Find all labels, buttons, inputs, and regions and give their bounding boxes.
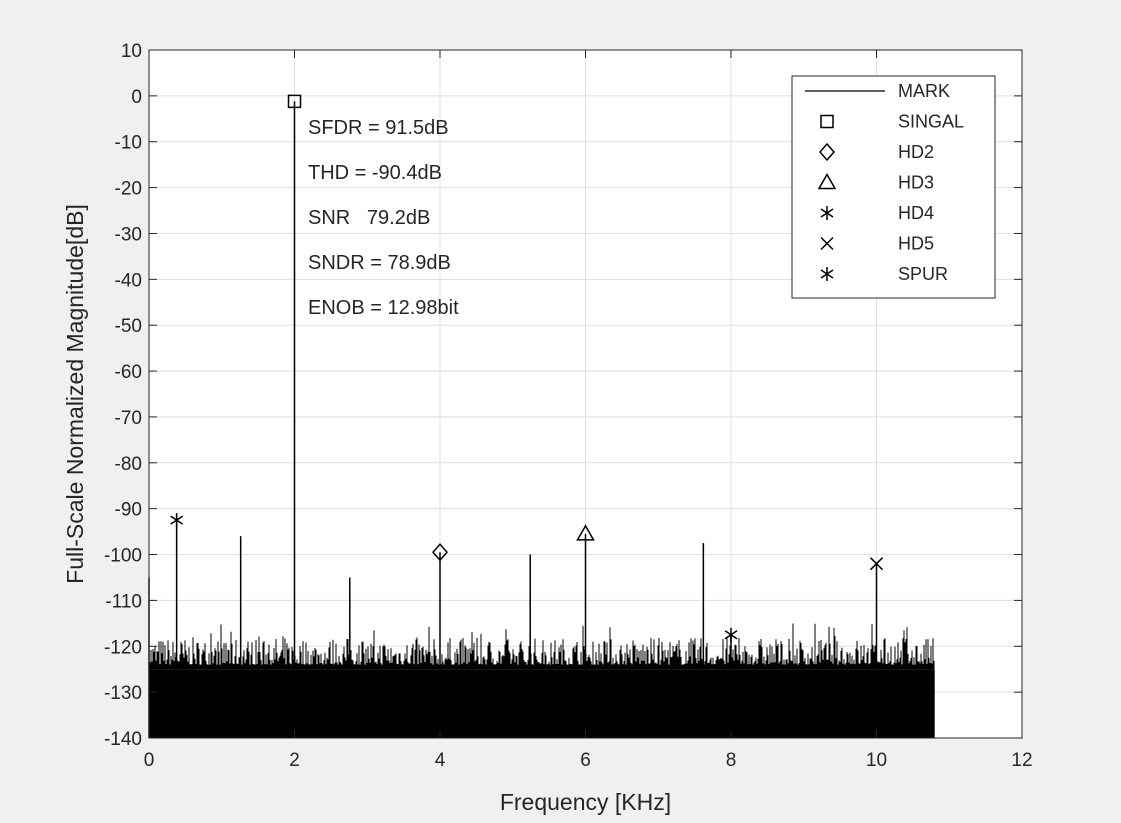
- legend-symbol-hd4: [820, 206, 834, 220]
- x-tick-labels: 0 2 4 6 8 10 12: [144, 750, 1033, 771]
- x-tick-label: 8: [726, 750, 737, 771]
- triangle-marker-shape: [817, 172, 837, 190]
- x-tick-label: 4: [435, 750, 446, 771]
- annotation-enob: ENOB = 12.98bit: [308, 297, 459, 319]
- x-tick-label: 6: [580, 750, 591, 771]
- y-tick-label: -10: [115, 133, 142, 154]
- diamond-marker-shape: [432, 543, 448, 562]
- marker-hd2: [432, 543, 448, 562]
- legend-label-hd2: HD2: [898, 142, 934, 162]
- legend-symbol-spur: [820, 267, 834, 281]
- cross-marker-shape: [820, 236, 834, 251]
- marker-hd4: [724, 627, 738, 642]
- x-axis-label: Frequency [KHz]: [500, 789, 671, 815]
- legend-label-mark: MARK: [898, 81, 950, 101]
- y-tick-labels: 10 0 -10 -20 -30 -40 -50 -60 -70 -80 -90 -100 -110 -1…: [104, 41, 142, 750]
- annotation-thd: THD = -90.4dB: [308, 162, 442, 184]
- x-tick-label: 0: [144, 750, 155, 771]
- legend-symbol-hd3: [817, 172, 837, 190]
- legend-label-singal: SINGAL: [898, 112, 964, 132]
- y-tick-label: -60: [115, 362, 142, 383]
- square-marker-shape: [820, 114, 834, 129]
- y-tick-label: -140: [104, 729, 142, 750]
- legend-items: MARK SINGAL HD2 HD3 HD4 HD5 SPUR: [805, 81, 964, 284]
- y-tick-label: -70: [115, 408, 142, 429]
- y-tick-label: -40: [115, 270, 142, 291]
- marker-hd3: [576, 524, 595, 541]
- marker-hd5: [869, 557, 884, 571]
- legend-symbol-hd5: [820, 236, 834, 251]
- x-tick-label: 10: [866, 750, 887, 771]
- legend-box: [791, 75, 996, 299]
- legend-label-hd5: HD5: [898, 234, 934, 254]
- x-tick-label: 12: [1011, 750, 1032, 771]
- asterisk-marker-shape: [170, 513, 184, 528]
- y-tick-label: 10: [121, 41, 142, 62]
- y-tick-label: -80: [115, 454, 142, 475]
- axis-ticks: [148, 49, 1023, 739]
- y-tick-label: -30: [115, 224, 142, 245]
- y-tick-label: 0: [131, 87, 142, 108]
- legend-label-hd4: HD4: [898, 203, 934, 223]
- y-tick-label: -20: [115, 179, 142, 200]
- asterisk-marker-shape: [820, 267, 834, 281]
- annotation-sfdr: SFDR = 91.5dB: [308, 117, 449, 139]
- legend-label-hd3: HD3: [898, 173, 934, 193]
- marker-spur: [170, 513, 184, 528]
- y-tick-label: -130: [104, 683, 142, 704]
- marker-singal: [287, 94, 302, 109]
- asterisk-marker-shape: [820, 206, 834, 220]
- y-tick-label: -110: [105, 591, 142, 612]
- metrics-annotations: SFDR = 91.5dB THD = -90.4dB SNR 79.2dB S…: [308, 117, 459, 319]
- square-marker-shape: [287, 94, 302, 109]
- y-tick-label: -50: [115, 316, 142, 337]
- legend-symbol-singal: [820, 114, 834, 129]
- y-tick-label: -120: [104, 637, 142, 658]
- annotation-sndr: SNDR = 78.9dB: [308, 252, 451, 274]
- y-axis-label: Full-Scale Normalized Magnitude[dB]: [62, 204, 88, 584]
- noise-floor: [148, 623, 935, 738]
- harmonic-markers: [170, 94, 884, 642]
- x-tick-label: 2: [289, 750, 300, 771]
- diamond-marker-shape: [819, 142, 835, 162]
- asterisk-marker-shape: [724, 627, 738, 642]
- legend-label-spur: SPUR: [898, 264, 948, 284]
- triangle-marker-shape: [576, 524, 595, 541]
- legend: MARK SINGAL HD2 HD3 HD4 HD5 SPUR: [791, 75, 996, 299]
- annotation-snr: SNR 79.2dB: [308, 207, 430, 229]
- legend-symbol-hd2: [819, 142, 835, 162]
- noise-floor-fill: [149, 669, 935, 738]
- y-tick-label: -100: [104, 546, 142, 567]
- y-tick-label: -90: [115, 500, 142, 521]
- cross-marker-shape: [869, 557, 884, 571]
